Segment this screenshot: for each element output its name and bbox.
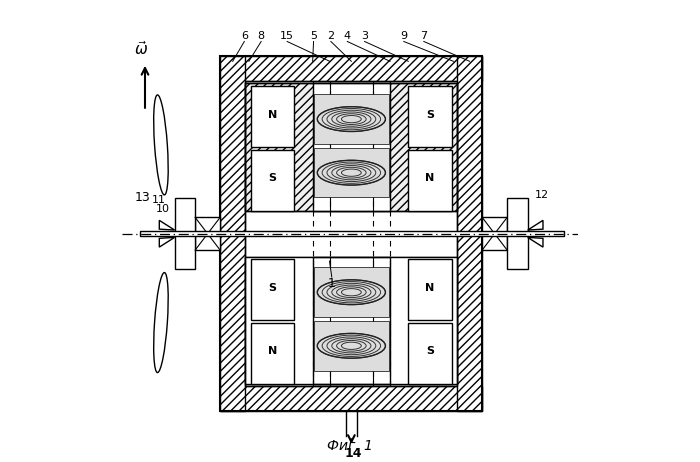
Bar (457, 234, 482, 411)
Bar (141, 231, 564, 237)
Bar (251, 150, 294, 211)
Bar (220, 56, 482, 81)
Text: 10: 10 (156, 204, 170, 213)
Text: 13: 13 (135, 191, 150, 204)
Bar (251, 259, 294, 320)
Text: 2: 2 (328, 30, 335, 41)
Bar (314, 94, 389, 144)
Bar (220, 56, 482, 411)
Text: N: N (267, 110, 277, 120)
Text: 11: 11 (152, 195, 166, 205)
Bar (245, 256, 457, 384)
Bar (245, 256, 457, 384)
Text: 14: 14 (345, 447, 363, 460)
Text: 12: 12 (536, 190, 550, 200)
Bar (313, 256, 390, 384)
Bar (245, 84, 457, 211)
Bar (313, 84, 390, 211)
Bar (245, 81, 457, 386)
Bar (408, 323, 452, 384)
Text: 3: 3 (361, 30, 368, 41)
Text: 1: 1 (328, 277, 336, 290)
Text: N: N (267, 346, 277, 356)
Bar (251, 86, 294, 147)
Bar (220, 234, 245, 411)
Bar (245, 256, 457, 384)
Bar (508, 198, 528, 269)
Ellipse shape (154, 95, 168, 195)
Bar (314, 321, 389, 371)
Text: N: N (426, 283, 435, 293)
Bar (408, 150, 452, 211)
Text: 4: 4 (344, 30, 351, 41)
Bar (220, 386, 482, 411)
Text: 9: 9 (400, 30, 407, 41)
Text: $\vec{\omega}$: $\vec{\omega}$ (134, 40, 148, 58)
Bar (251, 323, 294, 384)
Bar (457, 56, 482, 234)
Bar (314, 148, 389, 197)
Bar (408, 86, 452, 147)
Text: 7: 7 (420, 30, 428, 41)
Text: 8: 8 (258, 30, 265, 41)
Text: 5: 5 (310, 30, 317, 41)
Bar (220, 56, 245, 234)
Text: S: S (268, 173, 277, 183)
Text: Фиг. 1: Фиг. 1 (327, 438, 373, 453)
Text: 15: 15 (280, 30, 294, 41)
Text: S: S (426, 110, 434, 120)
Text: 6: 6 (241, 30, 248, 41)
Bar (314, 267, 389, 317)
Ellipse shape (154, 273, 168, 372)
Bar (195, 217, 220, 250)
Text: S: S (268, 283, 277, 293)
Bar (245, 84, 457, 211)
Bar (482, 217, 508, 250)
Text: S: S (426, 346, 434, 356)
Text: N: N (426, 173, 435, 183)
Bar (174, 198, 195, 269)
Bar (408, 259, 452, 320)
